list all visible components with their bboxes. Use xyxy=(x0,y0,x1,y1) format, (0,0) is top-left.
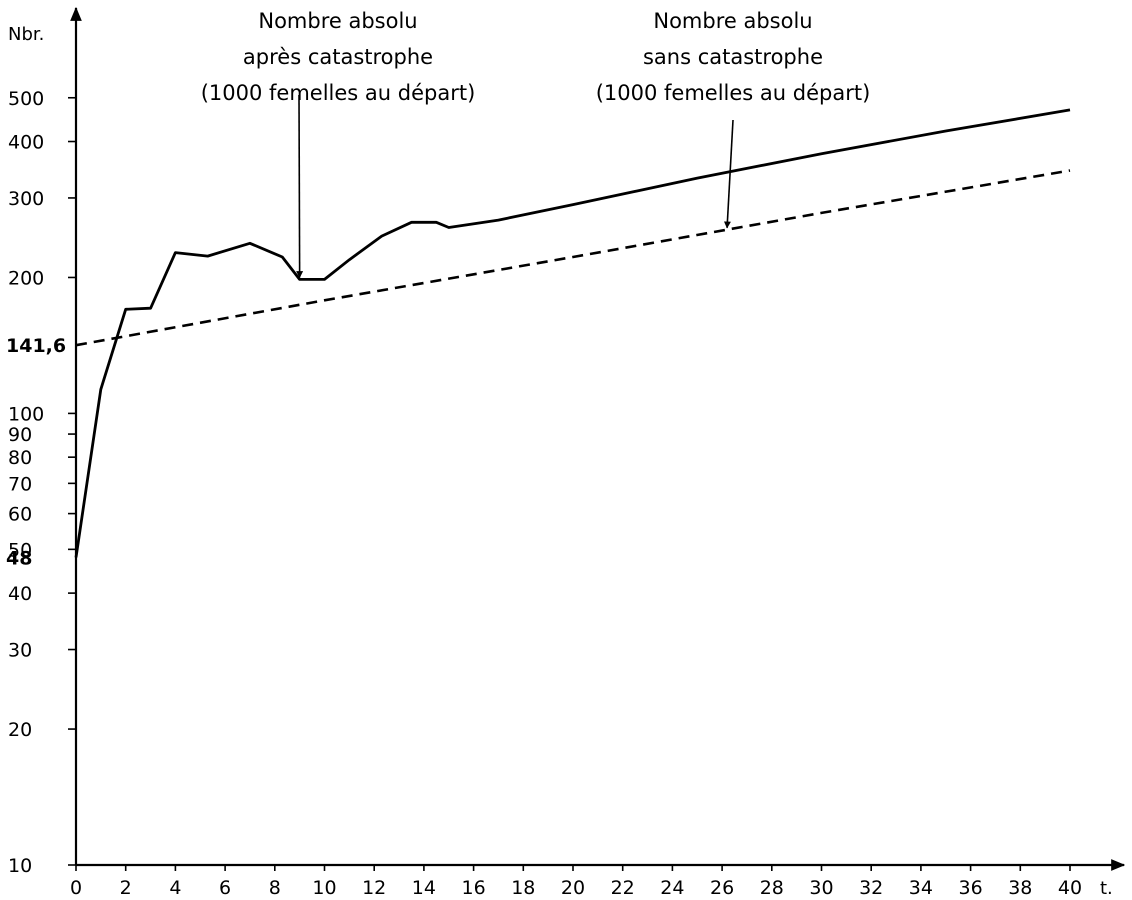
x-tick-label: 18 xyxy=(511,877,535,899)
x-tick-label: 10 xyxy=(312,877,336,899)
x-tick-label: 28 xyxy=(760,877,784,899)
y-tick-label: 70 xyxy=(8,473,32,495)
annotation: Nombre absolu après catastrophe (1000 feme… xyxy=(201,9,476,279)
x-tick-label: 2 xyxy=(120,877,132,899)
series-layer xyxy=(74,108,1071,558)
x-tick-label: 26 xyxy=(710,877,734,899)
x-tick-label: 4 xyxy=(169,877,181,899)
y-tick-label: 20 xyxy=(8,719,32,741)
x-axis-label: t. xyxy=(1100,878,1113,899)
x-tick-label: 38 xyxy=(1008,877,1032,899)
y-tick-label: 30 xyxy=(8,640,32,662)
annotation-text: Nombre absolu xyxy=(258,9,417,33)
y-tick-label: 300 xyxy=(8,188,44,210)
x-tick-label: 34 xyxy=(909,877,933,899)
y-tick-label: 500 xyxy=(8,88,44,110)
y-tick-label: 100 xyxy=(8,403,44,425)
x-tick-label: 40 xyxy=(1058,877,1082,899)
x-tick-label: 8 xyxy=(269,877,281,899)
x-tick-label: 22 xyxy=(611,877,635,899)
y-highlight-label: 48 xyxy=(6,547,32,569)
x-tick-label: 6 xyxy=(219,877,231,899)
y-tick-label: 50 xyxy=(8,539,32,561)
annotation: Nombre absolu sans catastrophe (1000 femel… xyxy=(596,9,871,229)
annotation-text: (1000 femelles au départ) xyxy=(201,81,476,105)
x-axis-ticks: 0 2 4 6 8 10 12 14 16 18 20 22 24 26 28 30 32 34 36 38 40 xyxy=(70,865,1082,899)
y-tick-label: 90 xyxy=(8,424,32,446)
y-tick-label: 80 xyxy=(8,447,32,469)
x-tick-label: 30 xyxy=(809,877,833,899)
y-tick-label: 400 xyxy=(8,132,44,154)
annotation-arrow xyxy=(296,94,304,279)
axes: Nbr. t. xyxy=(8,6,1126,899)
x-tick-label: 20 xyxy=(561,877,585,899)
annotation-text: sans catastrophe xyxy=(643,45,823,69)
y-tick-label: 10 xyxy=(8,855,32,877)
y-tick-label: 40 xyxy=(8,583,32,605)
y-axis-label: Nbr. xyxy=(8,24,44,45)
annotation-arrow xyxy=(723,119,734,229)
y-tick-label: 200 xyxy=(8,267,44,289)
annotations: Nombre absolu après catastrophe (1000 feme… xyxy=(201,9,871,279)
series-line-dashed xyxy=(75,169,1071,347)
x-tick-label: 32 xyxy=(859,877,883,899)
x-tick-label: 14 xyxy=(412,877,436,899)
annotation-text: Nombre absolu xyxy=(653,9,812,33)
x-tick-label: 36 xyxy=(959,877,983,899)
x-tick-label: 24 xyxy=(660,877,684,899)
y-tick-label: 60 xyxy=(8,504,32,526)
x-tick-label: 0 xyxy=(70,877,82,899)
x-tick-label: 12 xyxy=(362,877,386,899)
x-tick-label: 16 xyxy=(462,877,486,899)
y-highlight-label: 141,6 xyxy=(6,335,66,357)
annotation-text: (1000 femelles au départ) xyxy=(596,81,871,105)
series-line-solid xyxy=(74,108,1071,558)
annotation-text: après catastrophe xyxy=(243,45,433,69)
